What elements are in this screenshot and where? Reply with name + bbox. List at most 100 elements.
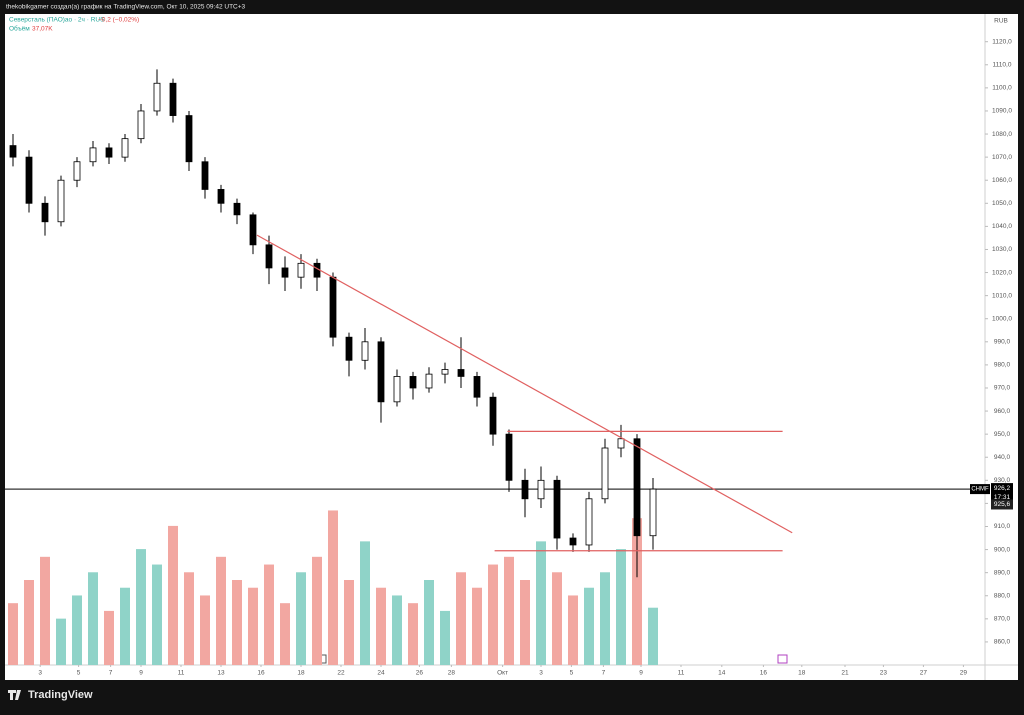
x-tick-label: 5 (570, 670, 574, 677)
y-tick-label: 950,0 (994, 431, 1011, 438)
candle-body (489, 396, 497, 435)
candle-body (57, 179, 65, 223)
y-tick-label: 1020,0 (992, 269, 1012, 276)
volume-bar (568, 595, 578, 665)
x-tick-label: 9 (639, 670, 643, 677)
volume-bar (216, 556, 226, 665)
ticker: CHMF (971, 487, 989, 493)
y-tick-label: 1090,0 (992, 108, 1012, 115)
volume-bar (232, 580, 242, 665)
y-tick-label: 930,0 (994, 477, 1011, 484)
candle-body (425, 373, 433, 389)
volume-bar (504, 556, 514, 665)
x-tick-label: 13 (217, 670, 225, 677)
y-tick-label: 990,0 (994, 339, 1011, 346)
countdown: 17:31 (994, 494, 1011, 501)
event-icon (777, 654, 788, 664)
y-tick-label: 870,0 (994, 616, 1011, 623)
volume-bar (424, 580, 434, 665)
candle-body (41, 202, 49, 223)
logo-icon (8, 690, 21, 700)
candle-body (393, 376, 401, 403)
volume-title: Объём (9, 25, 30, 33)
x-tick-label: 28 (448, 670, 456, 677)
candle-body (521, 479, 529, 500)
y-tick-label: 900,0 (994, 546, 1011, 553)
y-tick-label: 1030,0 (992, 246, 1012, 253)
marker-tag (991, 499, 1013, 510)
y-tick-label: 1080,0 (992, 131, 1012, 138)
y-tick-label: 1070,0 (992, 154, 1012, 161)
volume-bar (552, 572, 562, 665)
symbol: Северсталь (ПАО)ао · 2ч · RUS (9, 17, 105, 24)
candle-body (633, 438, 641, 537)
marker-price: 925,6 (994, 501, 1011, 508)
volume-bar (472, 587, 482, 665)
y-tick-label: 940,0 (994, 454, 1011, 461)
x-tick-label: 27 (920, 670, 928, 677)
volume-bar (584, 587, 594, 665)
volume-bar (40, 556, 50, 665)
volume-bar (24, 580, 34, 665)
x-tick-label: 11 (678, 670, 685, 677)
candle-body (265, 244, 273, 269)
candle-body (89, 147, 97, 163)
candle-body (137, 110, 145, 140)
credit: thekobikgamer создал(а) график на Tradin… (6, 4, 246, 11)
candle-body (553, 479, 561, 539)
volume-bar (632, 518, 642, 665)
candle-body (185, 115, 193, 163)
trend-line (256, 234, 793, 534)
candle-body (25, 156, 33, 204)
y-tick-label: 1100,0 (992, 85, 1012, 92)
candle-body (121, 138, 129, 158)
x-tick-label: 26 (416, 670, 424, 677)
volume-bar (488, 564, 498, 665)
volume-value: 37,07K (32, 26, 53, 33)
volume-bar (648, 607, 658, 665)
y-tick-label: 1060,0 (992, 177, 1012, 184)
candle-body (601, 447, 609, 500)
candle-body (649, 488, 657, 537)
volume-bar (440, 610, 450, 665)
volume-bar (56, 618, 66, 665)
x-tick-label: 3 (38, 670, 42, 677)
x-tick-label: Окт (497, 670, 508, 677)
x-tick-label: 18 (297, 670, 305, 677)
x-tick-label: 29 (960, 670, 968, 677)
currency: RUB (994, 18, 1008, 25)
candle-body (345, 336, 353, 361)
volume-bar (168, 525, 178, 665)
candle-body (153, 82, 161, 112)
candle-body (585, 498, 593, 546)
candle-body (105, 147, 113, 158)
y-tick-label: 880,0 (994, 592, 1011, 599)
volume-bar (296, 572, 306, 665)
volume-bar (264, 564, 274, 665)
logo: TradingView (28, 689, 93, 701)
x-tick-label: 21 (841, 670, 849, 677)
volume-bar (104, 610, 114, 665)
x-tick-label: 22 (337, 670, 345, 677)
candle-body (329, 276, 337, 338)
last-price: 926,2 (994, 485, 1011, 492)
candle-body (617, 438, 625, 449)
candle-body (473, 376, 481, 398)
change: −0,2 (−0,02%) (98, 17, 139, 24)
candle-body (217, 189, 225, 204)
y-tick-label: 1120,0 (992, 38, 1012, 45)
x-tick-label: 24 (377, 670, 385, 677)
volume-bar (152, 564, 162, 665)
x-tick-label: 7 (109, 670, 113, 677)
y-tick-label: 1000,0 (992, 315, 1012, 322)
y-tick-label: 910,0 (994, 523, 1011, 530)
volume-bar (136, 549, 146, 665)
volume-bar (184, 572, 194, 665)
volume-bar (392, 595, 402, 665)
x-tick-label: 18 (798, 670, 806, 677)
y-tick-label: 960,0 (994, 408, 1011, 415)
x-tick-label: 9 (139, 670, 143, 677)
candle-body (297, 262, 305, 278)
x-tick-label: 3 (539, 670, 543, 677)
